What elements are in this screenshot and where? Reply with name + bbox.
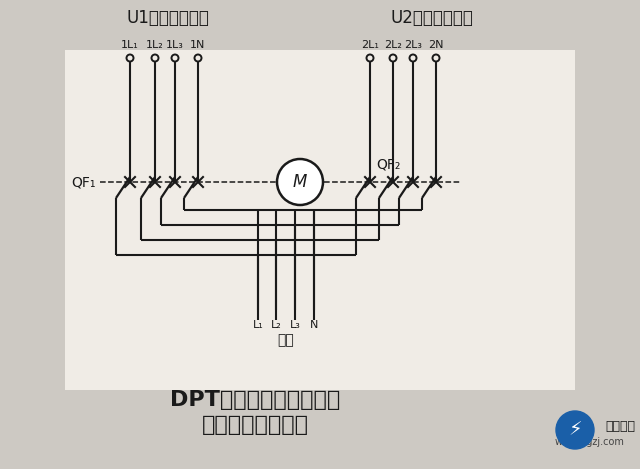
Text: N: N <box>310 320 318 330</box>
Circle shape <box>277 159 323 205</box>
Text: QF₁: QF₁ <box>72 175 96 189</box>
Text: www.dgzj.com: www.dgzj.com <box>555 437 625 447</box>
Text: 电工之家: 电工之家 <box>605 419 635 432</box>
Text: 2L₂: 2L₂ <box>384 40 402 50</box>
Text: L₃: L₃ <box>289 320 300 330</box>
Text: 2L₃: 2L₃ <box>404 40 422 50</box>
Text: QF₂: QF₂ <box>376 157 401 171</box>
Text: 2N: 2N <box>428 40 444 50</box>
Text: 装置主回路接线图: 装置主回路接线图 <box>202 415 308 435</box>
Text: L₁: L₁ <box>253 320 264 330</box>
Text: 1L₂: 1L₂ <box>146 40 164 50</box>
Text: L₂: L₂ <box>271 320 282 330</box>
Text: U1应急电源进线: U1应急电源进线 <box>127 9 209 27</box>
Text: 1L₃: 1L₃ <box>166 40 184 50</box>
FancyBboxPatch shape <box>65 50 575 390</box>
Circle shape <box>556 411 594 449</box>
Text: DPT系列双电源自动切换: DPT系列双电源自动切换 <box>170 390 340 410</box>
Text: 2L₁: 2L₁ <box>361 40 379 50</box>
Text: 1N: 1N <box>190 40 205 50</box>
Text: 1L₁: 1L₁ <box>121 40 139 50</box>
Text: U2正常电源进线: U2正常电源进线 <box>390 9 474 27</box>
Text: M: M <box>293 173 307 191</box>
Text: 负载: 负载 <box>278 333 294 347</box>
Text: ⚡: ⚡ <box>568 421 582 439</box>
